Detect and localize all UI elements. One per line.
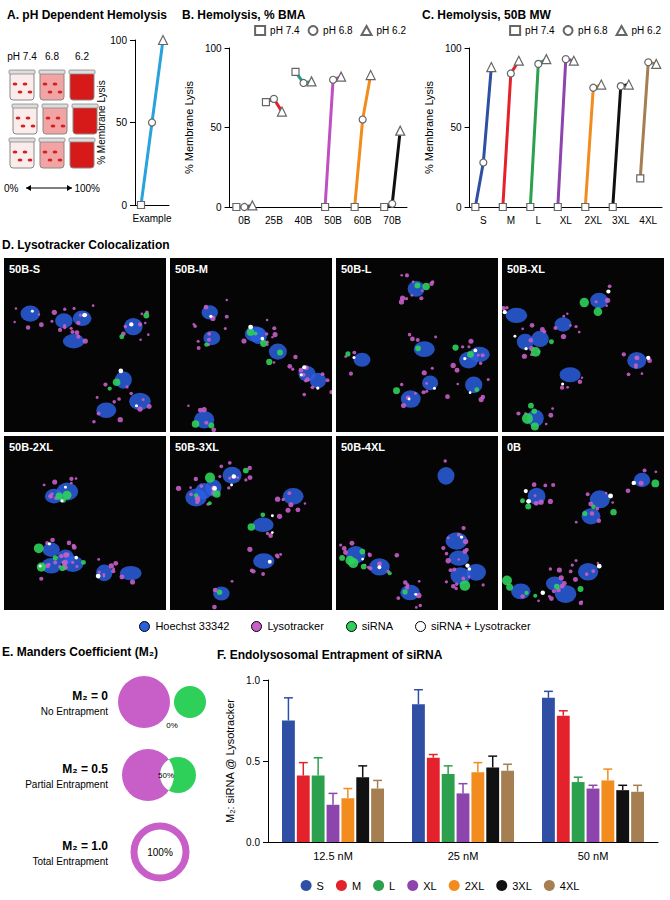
svg-text:2XL: 2XL: [465, 880, 485, 892]
svg-text:50B-L: 50B-L: [341, 263, 372, 275]
svg-text:70B: 70B: [383, 215, 401, 226]
svg-text:pH 6.8: pH 6.8: [578, 25, 608, 36]
svg-text:50B-M: 50B-M: [175, 263, 208, 275]
html-text:D. Lysotracker Colocalization: D. Lysotracker Colocalization: [2, 238, 170, 252]
html-text:Lysotracker: Lysotracker: [267, 620, 324, 632]
svg-text:S: S: [317, 880, 324, 892]
svg-text:3XL: 3XL: [512, 880, 532, 892]
svg-text:E. Manders Coefficient (M₂): E. Manders Coefficient (M₂): [2, 645, 158, 659]
svg-text:pH 6.2: pH 6.2: [632, 25, 662, 36]
svg-text:L: L: [536, 215, 542, 226]
svg-text:100%: 100%: [147, 847, 173, 858]
svg-text:2XL: 2XL: [584, 215, 602, 226]
svg-text:0B: 0B: [507, 441, 521, 453]
svg-text:0.0: 0.0: [246, 837, 260, 848]
svg-text:100: 100: [110, 35, 127, 46]
svg-text:1.0: 1.0: [246, 675, 260, 686]
svg-text:6.2: 6.2: [75, 51, 89, 62]
svg-text:50: 50: [116, 117, 128, 128]
svg-text:A. pH Dependent Hemolysis: A. pH Dependent Hemolysis: [7, 8, 167, 22]
svg-text:4XL: 4XL: [560, 880, 580, 892]
svg-text:50: 50: [450, 122, 462, 133]
svg-text:6.8: 6.8: [45, 51, 59, 62]
svg-text:pH 6.8: pH 6.8: [323, 25, 353, 36]
svg-text:0%: 0%: [4, 183, 19, 194]
svg-text:25 nM: 25 nM: [448, 850, 479, 862]
svg-text:pH 6.2: pH 6.2: [377, 25, 407, 36]
svg-text:M₂ = 0: M₂ = 0: [72, 689, 108, 703]
svg-text:M₂ = 1.0: M₂ = 1.0: [62, 839, 108, 853]
svg-text:4XL: 4XL: [639, 215, 657, 226]
svg-text:pH 7.4: pH 7.4: [525, 25, 555, 36]
svg-text:12.5 nM: 12.5 nM: [313, 850, 353, 862]
svg-text:S: S: [480, 215, 487, 226]
svg-text:M₂: siRNA @ Lysotracker: M₂: siRNA @ Lysotracker: [224, 699, 236, 823]
svg-text:40B: 40B: [295, 215, 313, 226]
svg-text:50B-XL: 50B-XL: [507, 263, 545, 275]
svg-text:% Membrane Lysis: % Membrane Lysis: [183, 80, 195, 174]
svg-text:Total Entrapment: Total Entrapment: [32, 856, 108, 867]
svg-text:pH 7.4: pH 7.4: [270, 25, 300, 36]
svg-text:XL: XL: [423, 880, 436, 892]
html-text:siRNA + Lysotracker: siRNA + Lysotracker: [431, 620, 531, 632]
svg-text:3XL: 3XL: [612, 215, 630, 226]
svg-text:M: M: [352, 880, 361, 892]
svg-text:pH 7.4: pH 7.4: [7, 51, 37, 62]
svg-text:0.5: 0.5: [246, 756, 260, 767]
svg-text:50: 50: [210, 122, 222, 133]
svg-text:% Membrane Lysis: % Membrane Lysis: [96, 80, 107, 165]
svg-text:60B: 60B: [354, 215, 372, 226]
svg-text:50%: 50%: [158, 771, 174, 780]
svg-text:F. Endolysosomal Entrapment of: F. Endolysosomal Entrapment of siRNA: [217, 648, 443, 662]
html-text:Hoechst 33342: Hoechst 33342: [155, 620, 230, 632]
svg-text:0: 0: [456, 202, 462, 213]
svg-text:100: 100: [445, 43, 462, 54]
svg-text:50 nM: 50 nM: [578, 850, 609, 862]
html-text:siRNA: siRNA: [361, 620, 393, 632]
svg-text:L: L: [389, 880, 395, 892]
svg-text:B. Hemolysis, % BMA: B. Hemolysis, % BMA: [182, 8, 306, 22]
svg-text:0: 0: [121, 200, 127, 211]
svg-text:0: 0: [216, 202, 222, 213]
svg-text:Example: Example: [133, 213, 172, 224]
svg-text:M: M: [507, 215, 515, 226]
svg-text:Partial Entrapment: Partial Entrapment: [25, 779, 108, 790]
svg-text:C. Hemolysis, 50B MW: C. Hemolysis, 50B MW: [422, 8, 551, 22]
svg-text:50B-4XL: 50B-4XL: [341, 441, 385, 453]
svg-text:50B-2XL: 50B-2XL: [9, 441, 53, 453]
svg-text:0%: 0%: [166, 721, 178, 730]
svg-text:100: 100: [205, 43, 222, 54]
svg-text:50B-3XL: 50B-3XL: [175, 441, 219, 453]
svg-text:M₂ = 0.5: M₂ = 0.5: [62, 762, 108, 776]
svg-text:50B-S: 50B-S: [9, 263, 40, 275]
svg-text:XL: XL: [560, 215, 573, 226]
svg-text:100%: 100%: [74, 183, 100, 194]
svg-text:% Membrane Lysis: % Membrane Lysis: [423, 80, 435, 174]
svg-text:25B: 25B: [265, 215, 283, 226]
svg-text:No Entrapment: No Entrapment: [41, 706, 108, 717]
svg-text:0B: 0B: [238, 215, 251, 226]
svg-text:50B: 50B: [324, 215, 342, 226]
